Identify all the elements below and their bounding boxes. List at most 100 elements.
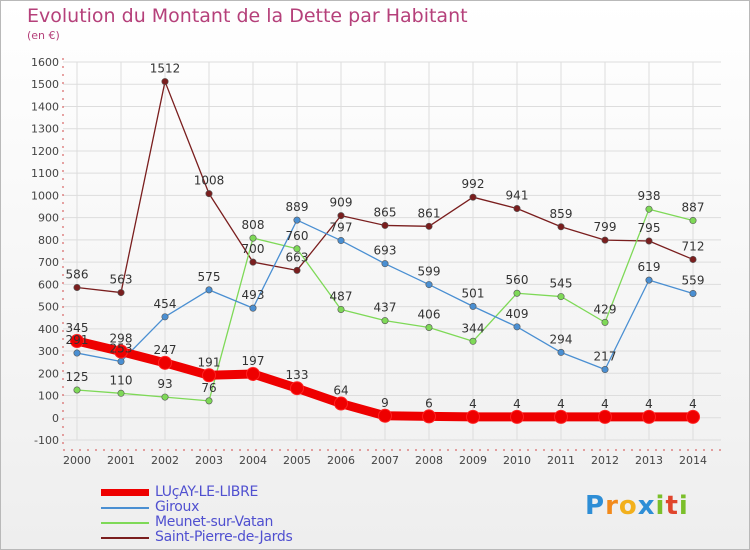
y-tick-label: 800 (38, 234, 59, 247)
data-label: 619 (638, 260, 661, 274)
data-label: 1008 (194, 174, 225, 188)
data-point (422, 409, 436, 424)
data-point (645, 276, 653, 284)
data-point (205, 397, 213, 405)
data-label: 247 (154, 343, 177, 357)
y-tick-label: 0 (52, 412, 59, 425)
data-label: 133 (286, 368, 309, 382)
y-tick-label: 1200 (31, 145, 59, 158)
data-label: 4 (557, 397, 565, 411)
data-point (642, 409, 656, 424)
data-point (381, 317, 389, 325)
data-label: 938 (638, 189, 661, 203)
data-label: 563 (110, 273, 133, 287)
data-label: 808 (242, 218, 265, 232)
y-tick-label: 700 (38, 256, 59, 269)
data-label: 586 (66, 267, 89, 281)
data-label: 291 (66, 333, 89, 347)
x-tick-label: 2010 (503, 454, 531, 467)
y-tick-label: 1500 (31, 78, 59, 91)
data-label: 909 (330, 196, 353, 210)
data-label: 887 (682, 201, 705, 215)
data-label: 429 (594, 302, 617, 316)
data-point (513, 205, 521, 213)
data-label: 437 (374, 301, 397, 315)
data-label: 298 (110, 332, 133, 346)
data-label: 889 (286, 200, 309, 214)
x-tick-label: 2008 (415, 454, 443, 467)
x-tick-label: 2009 (459, 454, 487, 467)
legend-label: Saint-Pierre-de-Jards (155, 529, 293, 545)
data-label: 253 (110, 342, 133, 356)
data-point (510, 409, 524, 424)
data-label: 64 (333, 384, 348, 398)
data-point (117, 289, 125, 297)
data-label: 575 (198, 270, 221, 284)
data-point (425, 222, 433, 230)
data-point (689, 289, 697, 297)
legend-label: LUçAY-LE-LIBRE (155, 484, 259, 500)
chart-title: Evolution du Montant de la Dette par Hab… (27, 5, 468, 27)
data-point (114, 344, 128, 359)
data-point (469, 337, 477, 345)
data-label: 560 (506, 273, 529, 287)
data-point (249, 304, 257, 312)
x-tick-label: 2005 (283, 454, 311, 467)
data-label: 545 (550, 277, 573, 291)
data-point (686, 409, 700, 424)
x-tick-label: 2001 (107, 454, 135, 467)
y-tick-label: 500 (38, 301, 59, 314)
data-label: 409 (506, 307, 529, 321)
data-label: 110 (110, 373, 133, 387)
data-point (378, 408, 392, 423)
legend-label: Giroux (155, 499, 200, 515)
data-label: 217 (594, 350, 617, 364)
data-point (290, 381, 304, 396)
y-tick-label: 1100 (31, 167, 59, 180)
data-point (689, 217, 697, 225)
y-tick-label: 600 (38, 278, 59, 291)
data-label: 992 (462, 177, 485, 191)
data-label: 454 (154, 297, 177, 311)
data-label: 345 (66, 321, 89, 335)
y-tick-label: 1300 (31, 123, 59, 136)
data-label: 693 (374, 244, 397, 258)
data-point (645, 237, 653, 245)
data-point (689, 255, 697, 263)
data-point (554, 409, 568, 424)
data-point (557, 293, 565, 301)
data-point (161, 313, 169, 321)
data-point (205, 190, 213, 198)
x-tick-label: 2013 (635, 454, 663, 467)
data-point (161, 78, 169, 86)
data-point (202, 368, 216, 383)
y-tick-label: 200 (38, 367, 59, 380)
data-point (158, 355, 172, 370)
legend-swatch (101, 489, 149, 496)
data-point (557, 348, 565, 356)
data-point (73, 349, 81, 357)
data-label: 487 (330, 289, 353, 303)
y-tick-label: 400 (38, 323, 59, 336)
data-label: 797 (330, 221, 353, 235)
data-point (425, 323, 433, 331)
data-label: 344 (462, 321, 485, 335)
legend-swatch (101, 522, 149, 524)
legend-swatch (101, 537, 149, 539)
y-tick-label: 100 (38, 390, 59, 403)
data-point (249, 234, 257, 242)
y-tick-label: 900 (38, 212, 59, 225)
data-label: 859 (550, 207, 573, 221)
x-tick-label: 2004 (239, 454, 267, 467)
data-point (293, 245, 301, 253)
data-label: 4 (601, 397, 609, 411)
data-label: 6 (425, 396, 433, 410)
data-label: 4 (513, 397, 521, 411)
chart-subtitle: (en €) (27, 29, 60, 42)
data-point (381, 260, 389, 268)
data-point (249, 258, 257, 266)
data-label: 712 (682, 239, 705, 253)
data-point (601, 236, 609, 244)
data-point (469, 193, 477, 201)
